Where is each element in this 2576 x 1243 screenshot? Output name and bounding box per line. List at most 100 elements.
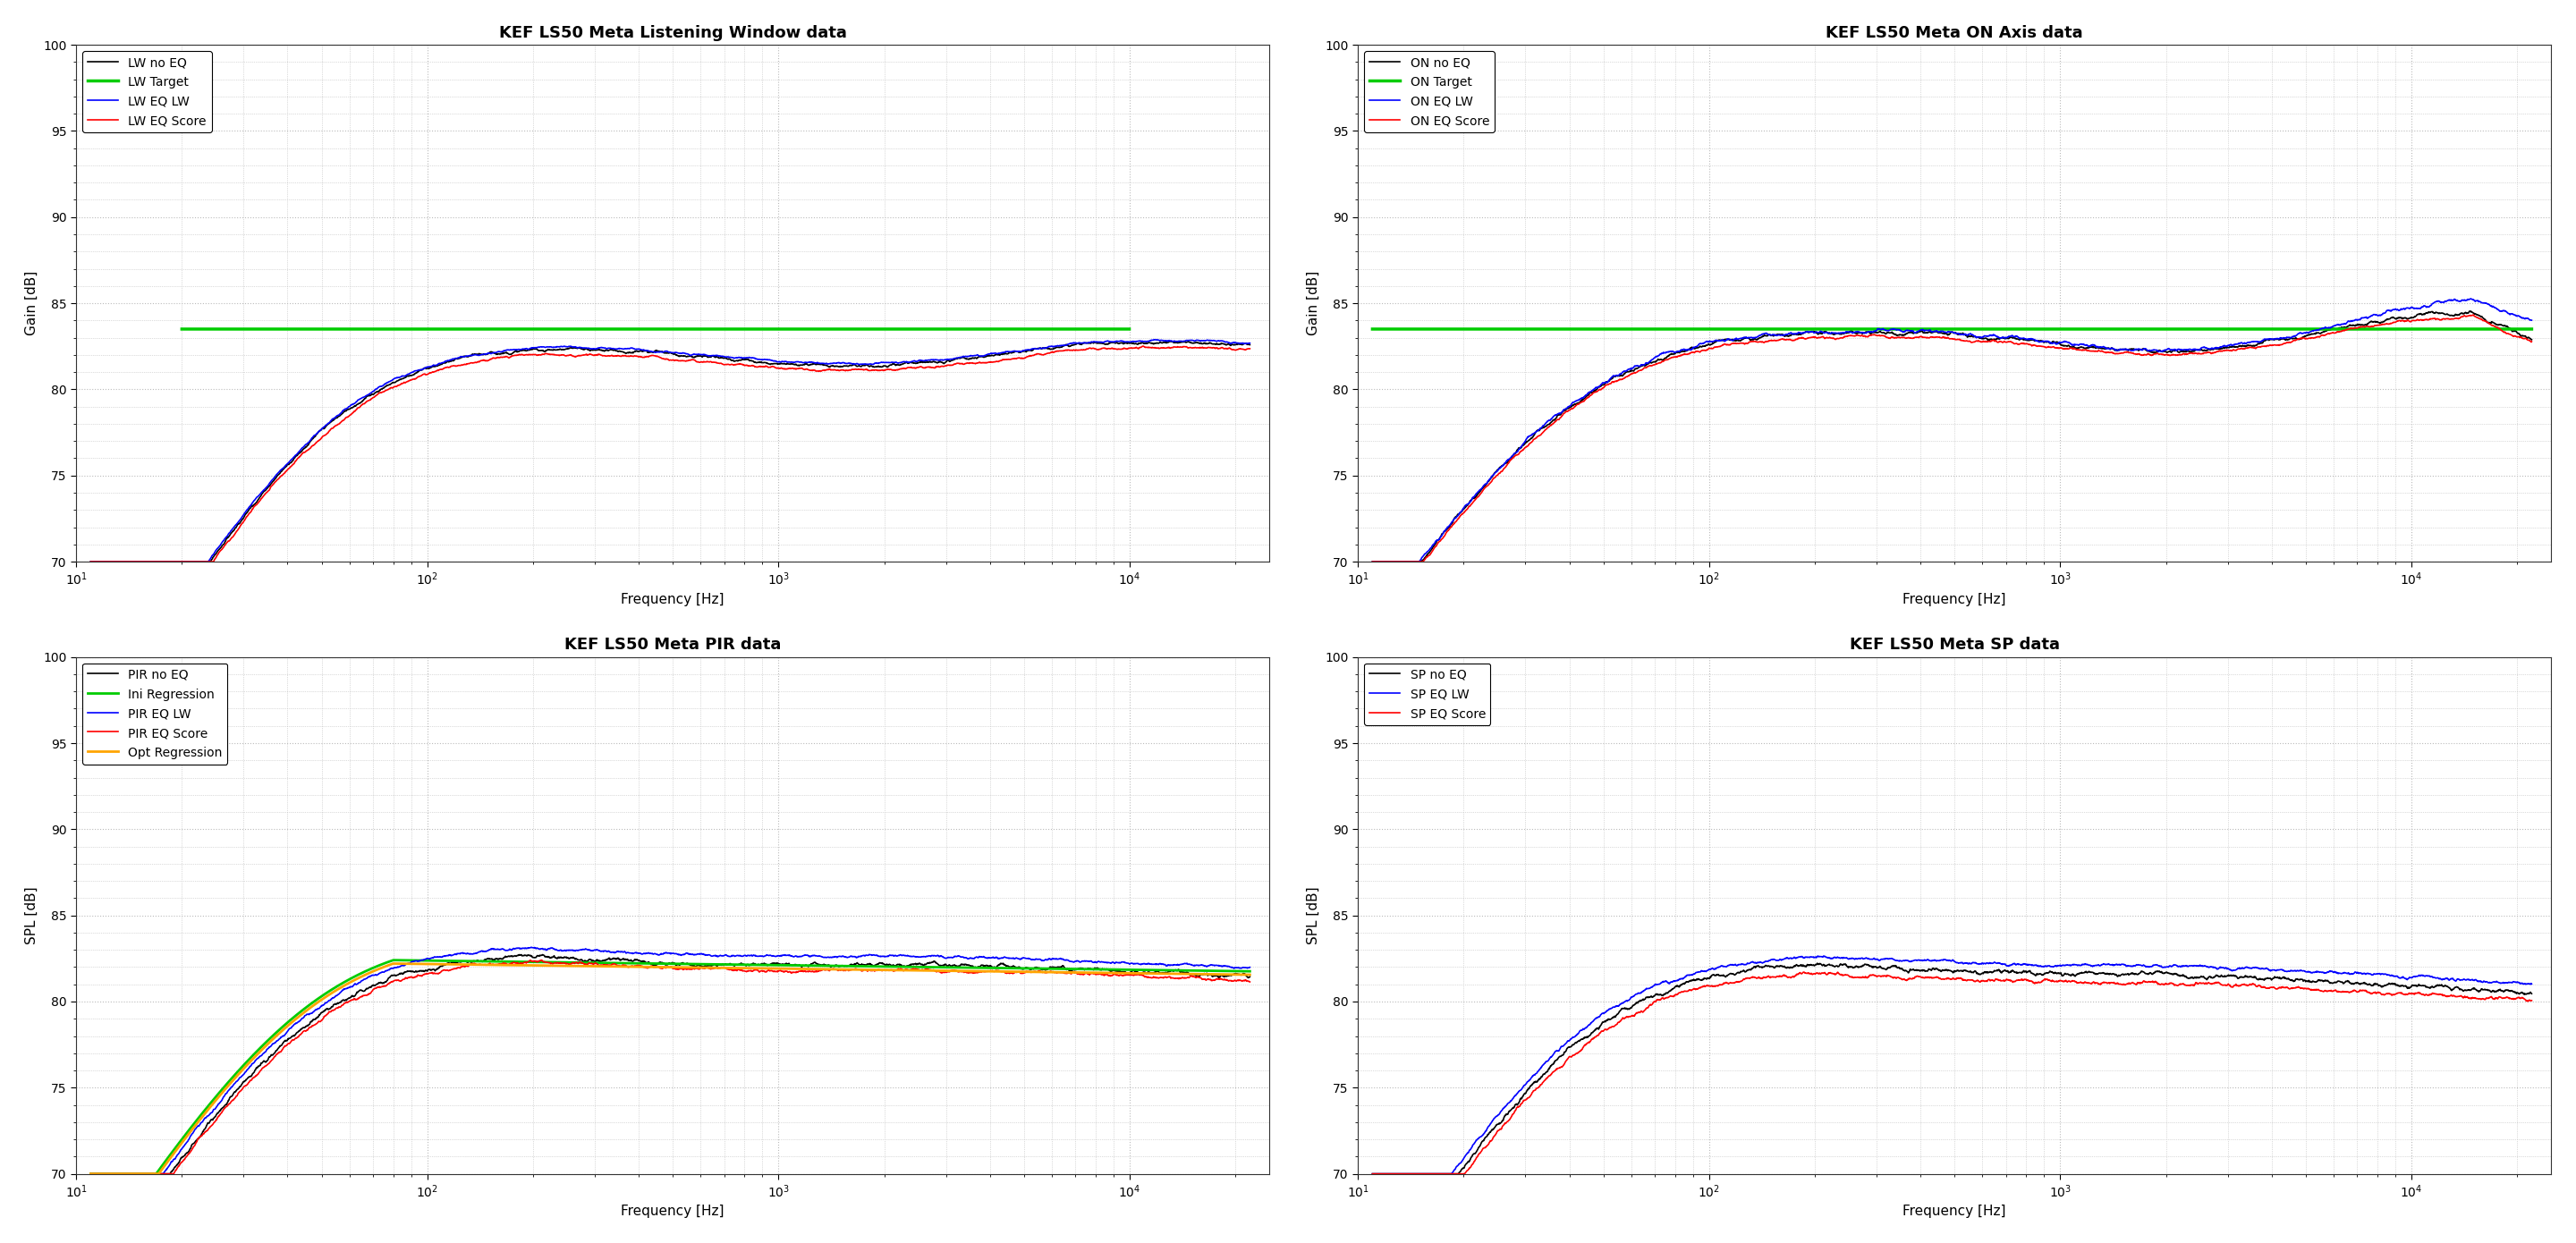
ON EQ Score <box>2517 334 2548 349</box>
Line: LW no EQ: LW no EQ <box>90 341 1249 562</box>
Y-axis label: SPL [dB]: SPL [dB] <box>1306 886 1319 945</box>
LW EQ Score <box>569 347 600 362</box>
PIR EQ LW <box>520 941 551 956</box>
Line: SP no EQ: SP no EQ <box>1373 963 2532 1173</box>
PIR EQ Score <box>209 1104 240 1119</box>
Line: ON no EQ: ON no EQ <box>1373 311 2532 562</box>
LW EQ Score <box>209 541 240 556</box>
ON EQ LW <box>2494 306 2524 321</box>
SP EQ Score <box>1801 966 1832 981</box>
Legend: ON no EQ, ON Target, ON EQ LW, ON EQ Score: ON no EQ, ON Target, ON EQ LW, ON EQ Sco… <box>1365 51 1494 133</box>
PIR no EQ <box>569 953 600 968</box>
PIR EQ LW <box>75 1166 106 1181</box>
Line: Ini Regression: Ini Regression <box>90 960 1249 1173</box>
Opt Regression <box>75 1166 106 1181</box>
LW no EQ <box>75 554 106 569</box>
LW Target <box>474 322 505 337</box>
SP EQ Score <box>2370 987 2401 1002</box>
SP no EQ <box>2517 986 2548 1001</box>
ON Target <box>2494 322 2524 337</box>
LW EQ LW <box>1211 334 1242 349</box>
LW no EQ <box>1211 337 1242 352</box>
LW no EQ <box>569 342 600 357</box>
X-axis label: Frequency [Hz]: Frequency [Hz] <box>1904 593 2007 607</box>
ON Target <box>1852 322 1883 337</box>
PIR EQ Score <box>526 952 556 967</box>
Opt Regression <box>1234 967 1265 982</box>
LW Target <box>546 322 577 337</box>
LW EQ LW <box>569 341 600 355</box>
ON no EQ <box>2517 332 2548 347</box>
ON EQ Score <box>2458 307 2488 322</box>
LW EQ Score <box>520 347 551 362</box>
PIR EQ Score <box>520 953 551 968</box>
LW EQ LW <box>276 452 307 467</box>
PIR EQ LW <box>209 1090 240 1105</box>
LW no EQ <box>1087 336 1118 351</box>
LW EQ LW <box>75 554 106 569</box>
ON no EQ <box>1852 324 1883 339</box>
Ini Regression <box>276 1012 307 1027</box>
Opt Regression <box>1087 966 1118 981</box>
LW Target <box>1113 322 1144 337</box>
LW no EQ <box>1234 337 1265 352</box>
SP EQ LW <box>2370 967 2401 982</box>
Y-axis label: Gain [dB]: Gain [dB] <box>26 271 39 336</box>
Line: SP EQ LW: SP EQ LW <box>1373 956 2532 1173</box>
SP no EQ <box>1801 957 1832 972</box>
SP EQ LW <box>1358 1166 1388 1181</box>
PIR EQ Score <box>1234 975 1265 989</box>
PIR EQ LW <box>569 941 600 956</box>
LW no EQ <box>209 537 240 552</box>
SP EQ LW <box>2494 975 2524 989</box>
PIR EQ LW <box>515 940 546 955</box>
SP no EQ <box>2370 978 2401 993</box>
ON Target <box>1558 322 1589 337</box>
PIR no EQ <box>528 947 559 962</box>
ON no EQ <box>1358 554 1388 569</box>
ON Target <box>1801 322 1832 337</box>
PIR no EQ <box>1087 962 1118 977</box>
PIR EQ Score <box>1087 967 1118 982</box>
Title: KEF LS50 Meta Listening Window data: KEF LS50 Meta Listening Window data <box>500 25 848 41</box>
ON EQ Score <box>1801 331 1832 346</box>
ON EQ Score <box>1852 329 1883 344</box>
ON EQ LW <box>1358 554 1388 569</box>
LW Target <box>737 322 768 337</box>
LW Target <box>167 322 198 337</box>
ON Target <box>1489 322 1520 337</box>
ON no EQ <box>2367 314 2398 329</box>
Ini Regression <box>379 952 410 967</box>
SP EQ LW <box>1489 1100 1520 1115</box>
Opt Regression <box>276 1016 307 1030</box>
LW Target <box>227 322 258 337</box>
LW EQ LW <box>209 533 240 548</box>
Legend: LW no EQ, LW Target, LW EQ LW, LW EQ Score: LW no EQ, LW Target, LW EQ LW, LW EQ Sco… <box>82 51 211 133</box>
SP no EQ <box>2494 983 2524 998</box>
ON EQ Score <box>1358 554 1388 569</box>
Line: SP EQ Score: SP EQ Score <box>1373 972 2532 1173</box>
X-axis label: Frequency [Hz]: Frequency [Hz] <box>621 593 724 607</box>
SP EQ Score <box>1788 965 1819 979</box>
SP EQ LW <box>1558 1030 1589 1045</box>
Line: LW EQ LW: LW EQ LW <box>90 339 1249 562</box>
LW EQ LW <box>1139 332 1170 347</box>
ON no EQ <box>2455 303 2486 318</box>
SP no EQ <box>1852 957 1883 972</box>
LW EQ Score <box>75 554 106 569</box>
Opt Regression <box>209 1084 240 1099</box>
PIR no EQ <box>75 1166 106 1181</box>
Opt Regression <box>569 958 600 973</box>
PIR EQ Score <box>75 1166 106 1181</box>
ON EQ Score <box>2494 327 2524 342</box>
PIR EQ LW <box>276 1019 307 1034</box>
Title: KEF LS50 Meta ON Axis data: KEF LS50 Meta ON Axis data <box>1826 25 2084 41</box>
SP no EQ <box>1558 1037 1589 1052</box>
ON Target <box>2367 322 2398 337</box>
Line: Opt Regression: Opt Regression <box>90 963 1249 1173</box>
SP EQ Score <box>2494 991 2524 1006</box>
LW no EQ <box>520 342 551 357</box>
ON EQ LW <box>2367 306 2398 321</box>
Ini Regression <box>1211 963 1242 978</box>
PIR no EQ <box>276 1029 307 1044</box>
